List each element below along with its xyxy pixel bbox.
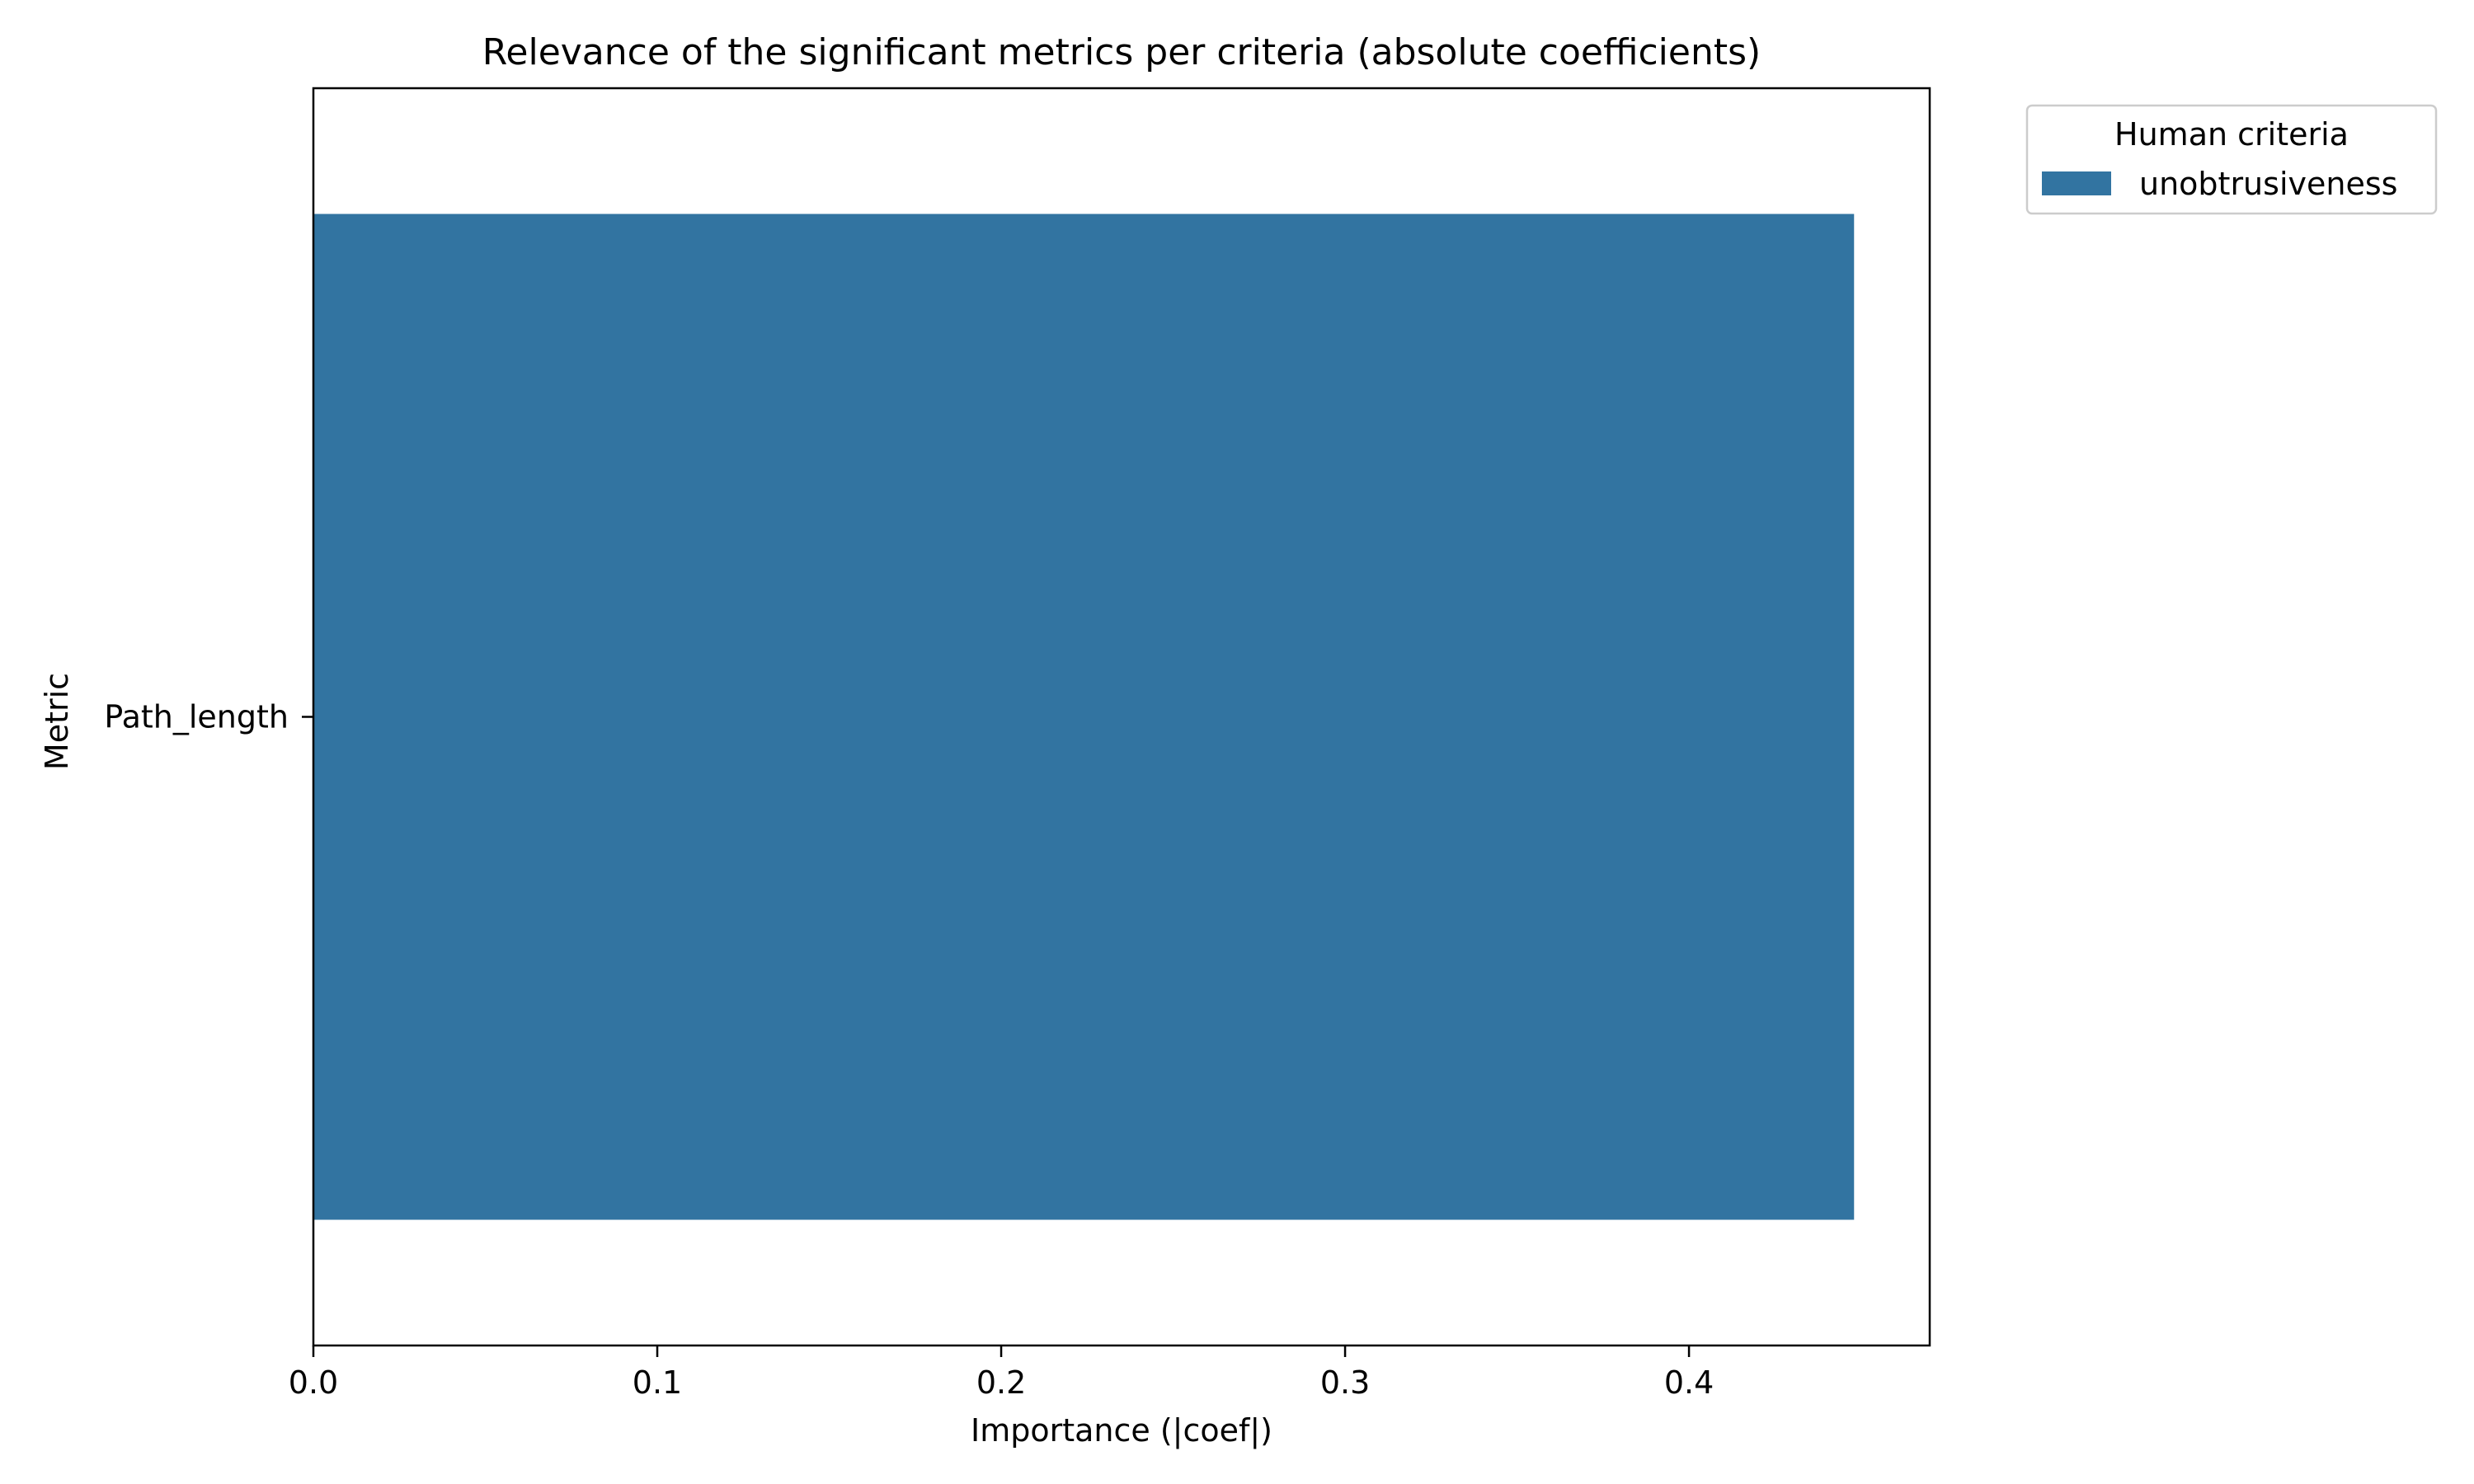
plot-frame bbox=[312, 87, 1931, 1347]
x-tick-label: 0.2 bbox=[976, 1364, 1026, 1401]
legend-frame bbox=[2025, 104, 2438, 215]
x-tick-label: 0.4 bbox=[1664, 1364, 1714, 1401]
plot-area: 0.0 0.1 0.2 0.3 0.4 Path_length bbox=[104, 214, 1855, 1401]
x-tick-label: 0.1 bbox=[633, 1364, 682, 1401]
y-axis-label: Metric bbox=[39, 673, 75, 770]
x-tick-label: 0.0 bbox=[289, 1364, 338, 1401]
x-tick-label: 0.3 bbox=[1320, 1364, 1370, 1401]
x-axis-label: Importance (|coef|) bbox=[971, 1412, 1272, 1449]
legend-swatch bbox=[2042, 171, 2111, 195]
legend-title: Human criteria bbox=[2114, 116, 2349, 153]
legend-series-label: unobtrusiveness bbox=[2139, 166, 2397, 202]
y-tick-label: Path_length bbox=[104, 699, 289, 735]
chart-title: Relevance of the significant metrics per… bbox=[482, 31, 1761, 73]
bar-path-length bbox=[313, 214, 1855, 1220]
legend: Human criteria unobtrusiveness bbox=[2025, 104, 2438, 215]
